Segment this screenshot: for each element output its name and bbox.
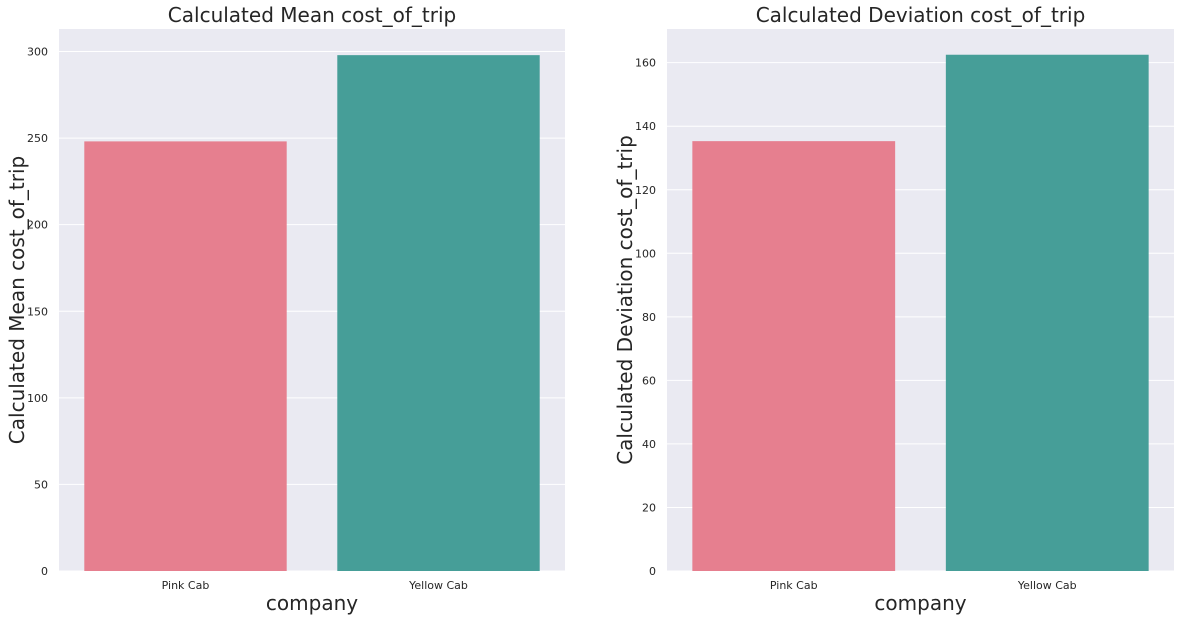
bar-pink-cab bbox=[692, 141, 896, 572]
x-tick-label: Pink Cab bbox=[770, 579, 818, 592]
chart-mean-cost: 0 50 100 150 200 250 300 Pink Cab Yellow Cab Calc… bbox=[5, 3, 565, 615]
y-axis-label: Calculated Deviation cost_of_trip bbox=[613, 135, 637, 465]
y-tick-label: 160 bbox=[635, 57, 656, 70]
x-tick-label: Yellow Cab bbox=[408, 579, 468, 592]
x-tick-label: Pink Cab bbox=[162, 579, 210, 592]
y-tick-label: 40 bbox=[642, 438, 656, 451]
y-tick-label: 100 bbox=[27, 392, 48, 405]
y-tick-label: 300 bbox=[27, 46, 48, 59]
chart-title: Calculated Deviation cost_of_trip bbox=[756, 3, 1086, 27]
bar-yellow-cab bbox=[337, 55, 540, 572]
y-tick-label: 60 bbox=[642, 374, 656, 387]
chart-title: Calculated Mean cost_of_trip bbox=[168, 3, 456, 27]
y-tick-label: 20 bbox=[642, 501, 656, 514]
x-axis-label: company bbox=[874, 591, 966, 615]
bar-pink-cab bbox=[84, 141, 287, 571]
y-axis-label: Calculated Mean cost_of_trip bbox=[5, 156, 29, 444]
y-tick-label: 0 bbox=[649, 565, 656, 578]
y-tick-label: 150 bbox=[27, 305, 48, 318]
y-tick-label: 0 bbox=[41, 565, 48, 578]
y-tick-label: 250 bbox=[27, 132, 48, 145]
y-tick-label: 200 bbox=[27, 219, 48, 232]
chart-deviation-cost: 0 20 40 60 80 100 120 140 160 Pink Cab Yellow Cab C… bbox=[613, 3, 1174, 615]
bar-yellow-cab bbox=[945, 54, 1149, 571]
y-tick-label: 80 bbox=[642, 311, 656, 324]
y-tick-label: 120 bbox=[635, 184, 656, 197]
x-tick-label: Yellow Cab bbox=[1017, 579, 1077, 592]
y-tick-label: 50 bbox=[34, 478, 48, 491]
y-tick-label: 140 bbox=[635, 120, 656, 133]
x-axis-label: company bbox=[266, 591, 358, 615]
y-tick-label: 100 bbox=[635, 247, 656, 260]
